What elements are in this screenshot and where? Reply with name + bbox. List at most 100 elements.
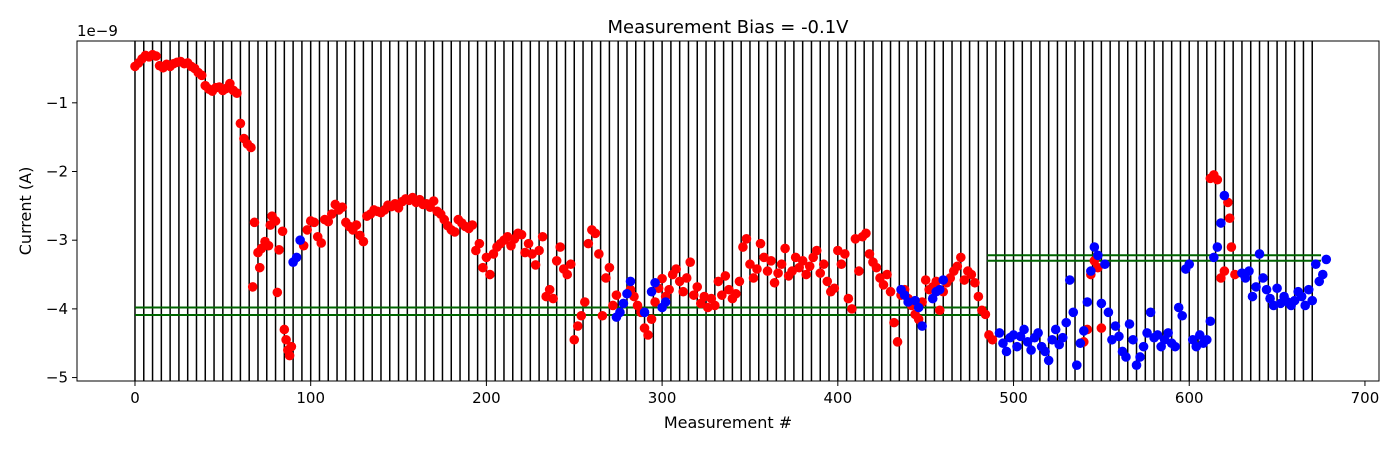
scatter-point bbox=[1064, 275, 1075, 285]
scatter-point bbox=[843, 293, 854, 304]
scatter-point bbox=[818, 259, 829, 270]
scatter-point bbox=[829, 283, 840, 294]
scatter-point bbox=[326, 209, 337, 219]
scatter-point bbox=[1289, 295, 1300, 306]
scatter-point bbox=[1251, 282, 1261, 292]
y-tick-label: −1 bbox=[46, 94, 68, 112]
scatter-point bbox=[1212, 174, 1223, 185]
scatter-point bbox=[780, 243, 790, 254]
y-multiplier-label: 1e−9 bbox=[77, 22, 118, 40]
scatter-point bbox=[1170, 341, 1180, 352]
scatter-point bbox=[854, 266, 864, 276]
scatter-point bbox=[284, 350, 295, 361]
scatter-point bbox=[913, 302, 924, 313]
scatter-point bbox=[646, 314, 657, 324]
scatter-point bbox=[952, 261, 963, 272]
scatter-point bbox=[650, 297, 660, 307]
scatter-point bbox=[1300, 300, 1311, 311]
scatter-point bbox=[246, 142, 256, 153]
scatter-point bbox=[745, 259, 755, 270]
scatter-point bbox=[748, 273, 759, 283]
scatter-point bbox=[1219, 190, 1230, 201]
scatter-point bbox=[1128, 334, 1138, 345]
scatter-point bbox=[681, 273, 692, 283]
scatter-point bbox=[917, 321, 927, 331]
scatter-point bbox=[1071, 360, 1082, 371]
scatter-point bbox=[544, 284, 555, 295]
scatter-point bbox=[1247, 291, 1258, 302]
scatter-point bbox=[882, 269, 892, 280]
scatter-point bbox=[861, 228, 871, 239]
scatter-point bbox=[959, 275, 970, 285]
scatter-point bbox=[1209, 252, 1219, 263]
scatter-point bbox=[449, 227, 460, 237]
scatter-point bbox=[797, 255, 808, 266]
scatter-point bbox=[766, 255, 776, 266]
scatter-point bbox=[688, 290, 699, 300]
scatter-point bbox=[815, 268, 826, 278]
scatter-point bbox=[987, 334, 998, 345]
scatter-point bbox=[474, 238, 485, 249]
scatter-point bbox=[1321, 254, 1332, 265]
scatter-point bbox=[650, 277, 660, 288]
scatter-point bbox=[622, 288, 632, 299]
scatter-point bbox=[1121, 352, 1131, 362]
scatter-point bbox=[889, 317, 899, 328]
scatter-point bbox=[485, 269, 495, 280]
scatter-point bbox=[892, 337, 903, 347]
scatter-point bbox=[1145, 307, 1156, 318]
x-tick-label: 600 bbox=[1175, 389, 1204, 407]
scatter-point bbox=[1103, 307, 1114, 318]
scatter-point bbox=[281, 334, 291, 345]
scatter-point bbox=[579, 297, 590, 307]
scatter-point bbox=[1307, 295, 1318, 306]
scatter-point bbox=[724, 284, 734, 295]
scatter-point bbox=[973, 291, 984, 302]
scatter-point bbox=[836, 259, 847, 270]
scatter-point bbox=[291, 252, 302, 263]
scatter-point bbox=[309, 217, 320, 228]
scatter-point bbox=[516, 229, 527, 240]
scatter-point bbox=[1261, 284, 1272, 295]
scatter-point bbox=[755, 238, 766, 249]
scatter-point bbox=[1068, 307, 1079, 318]
scatter-point bbox=[762, 266, 773, 276]
y-tick-label: −5 bbox=[46, 369, 68, 387]
x-tick-label: 0 bbox=[130, 389, 140, 407]
x-axis-label: Measurement # bbox=[664, 413, 792, 432]
scatter-point bbox=[994, 328, 1005, 338]
scatter-point bbox=[572, 321, 583, 331]
scatter-point bbox=[569, 334, 580, 345]
scatter-point bbox=[263, 240, 274, 251]
x-tick-label: 700 bbox=[1351, 389, 1380, 407]
scatter-point bbox=[1244, 266, 1254, 276]
scatter-point bbox=[1001, 346, 1012, 357]
scatter-point bbox=[720, 271, 731, 281]
scatter-point bbox=[998, 338, 1008, 349]
scatter-point bbox=[685, 257, 696, 267]
scatter-point bbox=[1047, 334, 1057, 345]
scatter-point bbox=[1135, 352, 1145, 362]
x-axis-ticks: 0 100 200 300 400 500 600 700 bbox=[130, 381, 1379, 407]
scatter-point bbox=[1216, 218, 1226, 228]
scatter-point bbox=[583, 238, 594, 249]
scatter-point bbox=[286, 341, 297, 352]
scatter-point bbox=[523, 238, 534, 249]
scatter-point bbox=[562, 269, 573, 280]
scatter-point bbox=[1043, 355, 1054, 366]
scatter-point bbox=[272, 287, 283, 298]
scatter-point bbox=[734, 276, 745, 287]
scatter-point bbox=[1093, 250, 1103, 261]
scatter-point bbox=[249, 217, 260, 228]
scatter-point bbox=[1114, 331, 1124, 342]
scatter-point bbox=[537, 231, 548, 242]
scatter-point bbox=[601, 273, 611, 283]
scatter-point bbox=[646, 286, 657, 297]
scatter-point bbox=[864, 249, 875, 259]
scatter-point bbox=[934, 305, 945, 316]
scatter-point bbox=[811, 245, 822, 256]
scatter-point bbox=[1219, 266, 1230, 276]
scatter-point bbox=[840, 249, 850, 259]
scatter-point bbox=[643, 330, 653, 340]
